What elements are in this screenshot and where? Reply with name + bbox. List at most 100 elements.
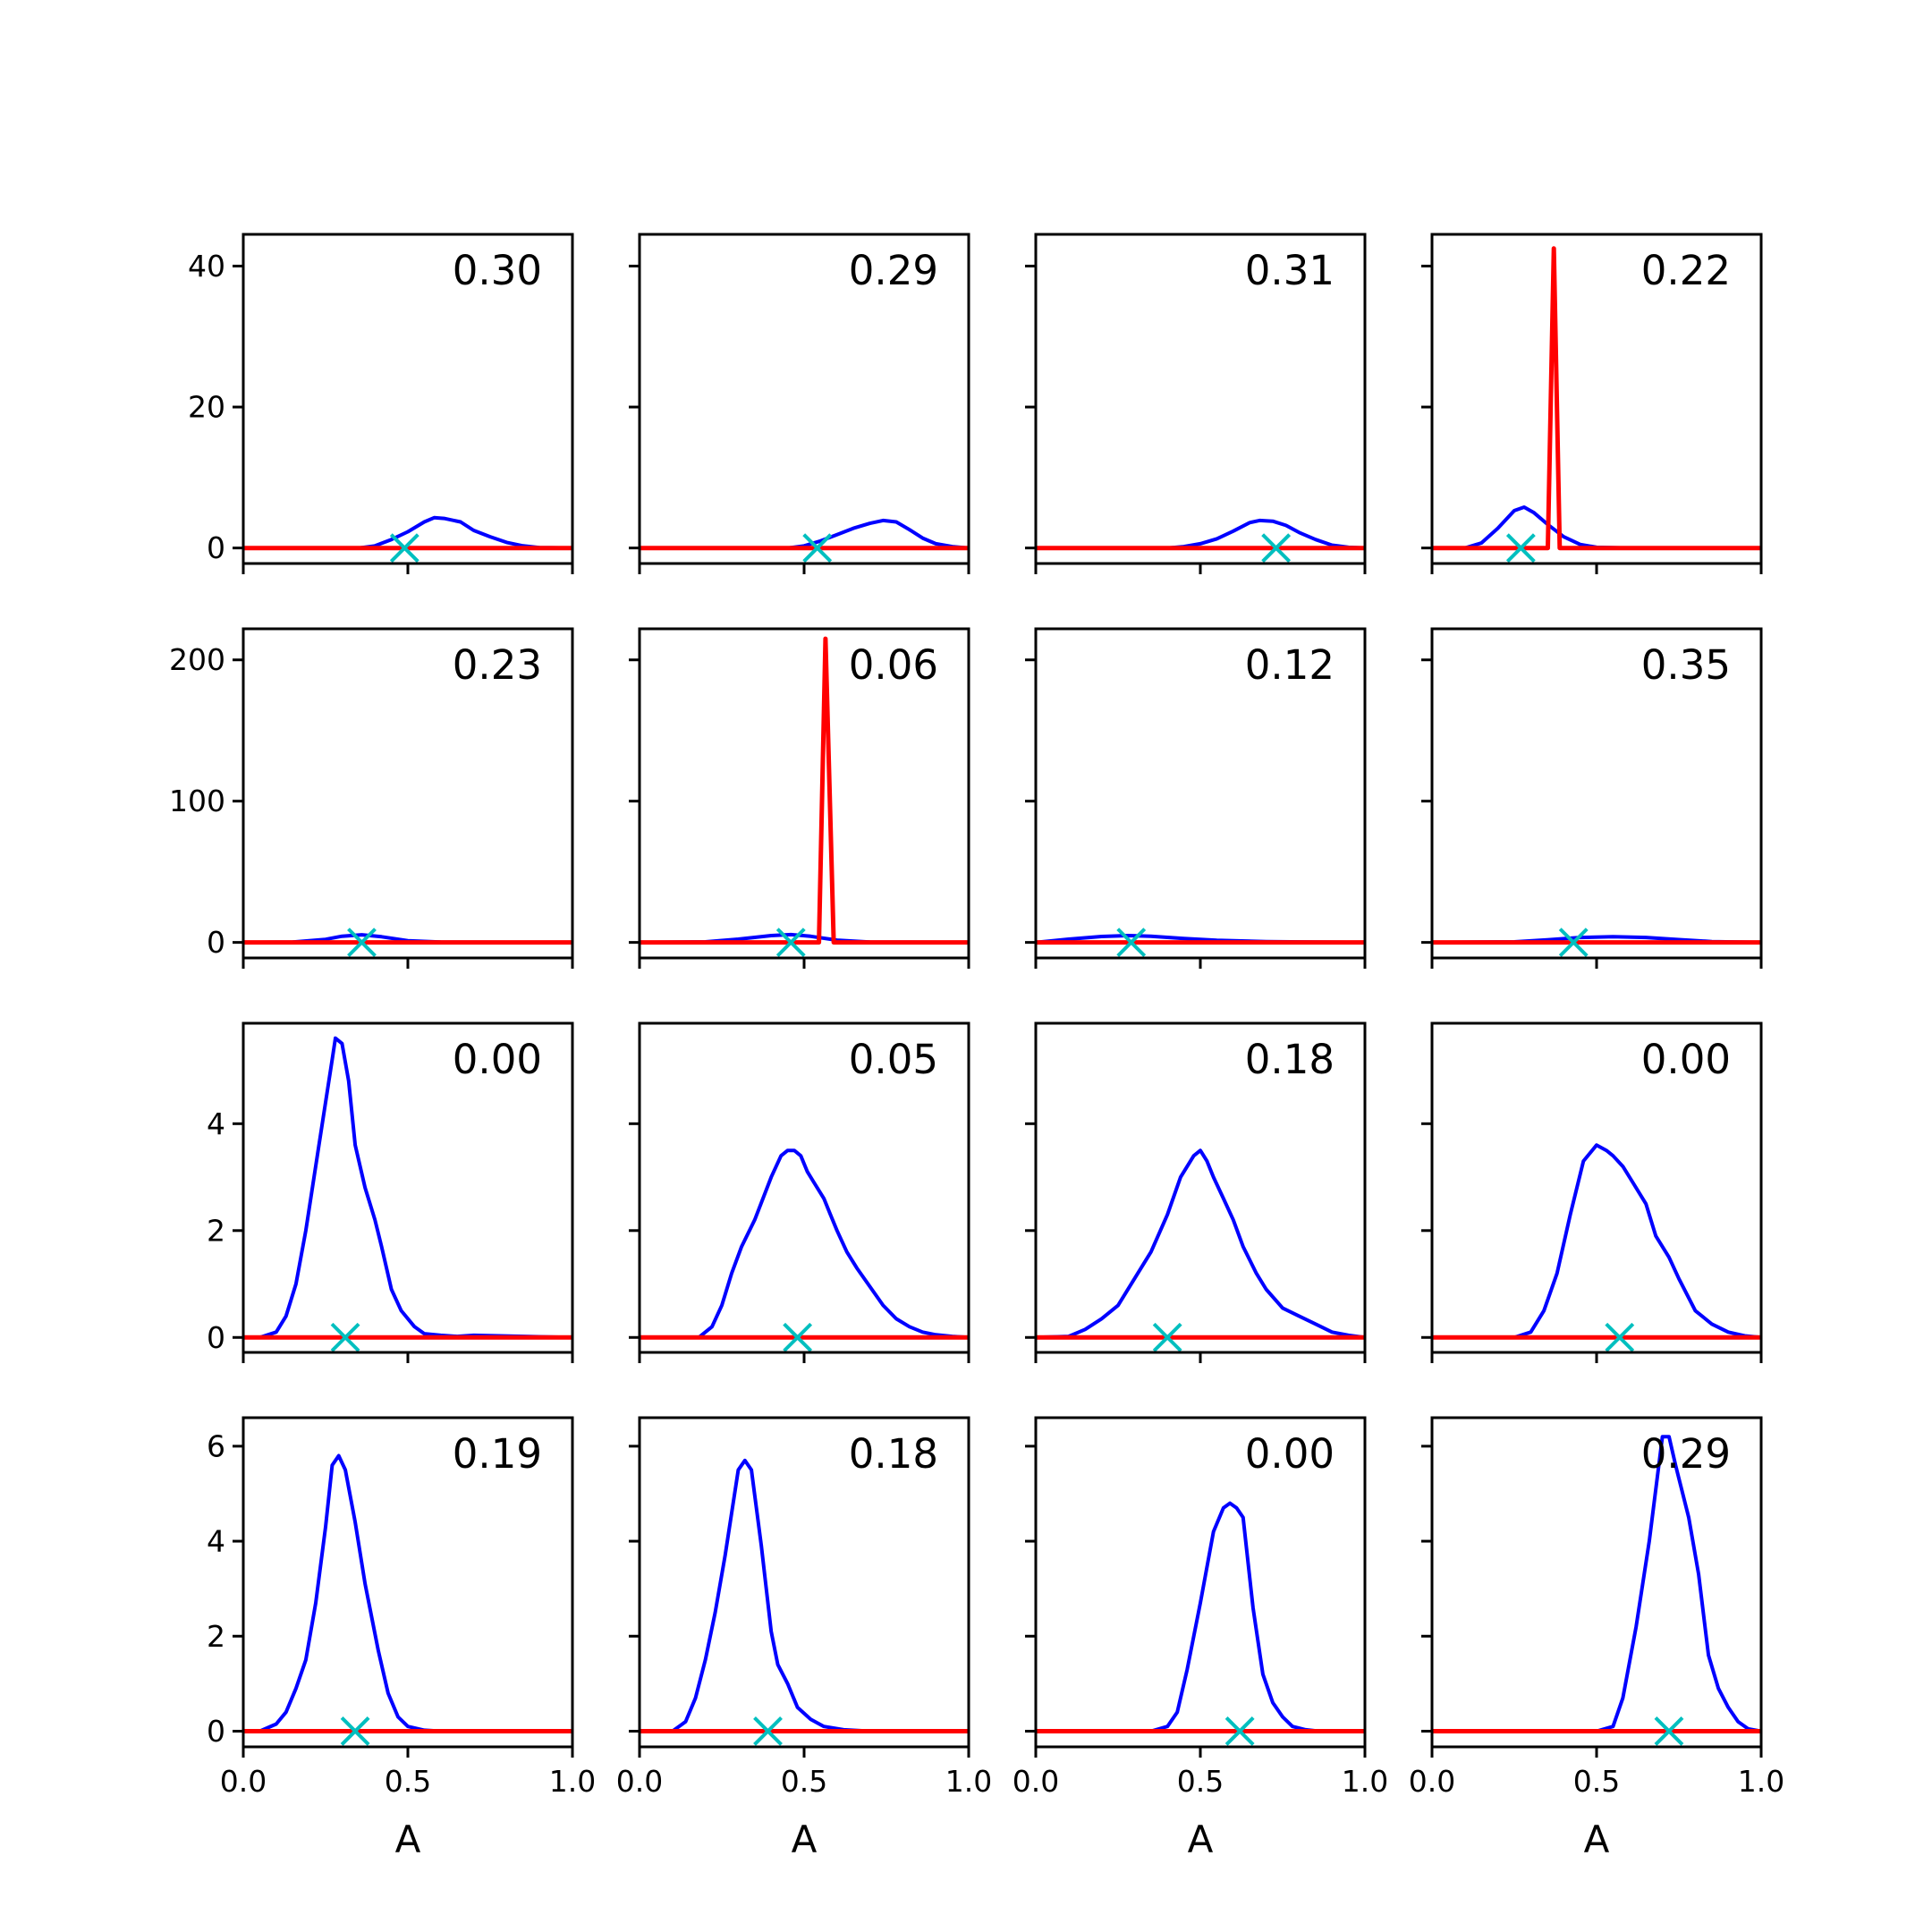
y-tick-label: 0 [207,530,225,565]
x-marker [1152,1322,1182,1352]
panel-value-label: 0.31 [1245,247,1335,294]
panel-value-label: 0.12 [1245,641,1335,689]
blue-density-line [640,518,969,550]
x-marker [783,1322,813,1352]
plot-area [640,518,969,551]
panel-value-label: 0.00 [453,1036,542,1083]
panel-value-label: 0.05 [849,1036,938,1083]
panel-value-label: 0.22 [1641,247,1731,294]
red-density-line [1432,246,1761,551]
x-tick-label: 0.5 [781,1764,827,1799]
x-tick-label: 1.0 [1342,1764,1388,1799]
x-marker [1116,928,1147,958]
subplot-r0c2: 0.31 [1025,233,1367,574]
x-tick-label: 0.5 [385,1764,431,1799]
panel-value-label: 0.23 [453,641,542,689]
subplot-r1c0: 0 100 200 0.23 [169,627,574,969]
blue-density-line [243,1036,572,1340]
panel-value-label: 0.29 [1641,1430,1731,1478]
panel-value-label: 0.19 [453,1430,542,1478]
x-marker [802,533,833,564]
blue-density-line [1432,1435,1761,1733]
x-tick-label: 0.0 [220,1764,267,1799]
x-marker [1654,1716,1684,1746]
red-density-line [640,636,969,945]
plot-area [1432,1143,1761,1340]
x-axis-label: A [395,1818,421,1861]
x-marker [340,1716,370,1746]
panel-value-label: 0.00 [1245,1430,1335,1478]
y-tick-label: 2 [207,1213,225,1248]
x-tick-label: 0.5 [1573,1764,1620,1799]
subplot-r1c2: 0.12 [1025,627,1367,969]
plot-area [1036,1148,1365,1340]
blue-density-line [243,515,572,550]
blue-density-line [640,1458,969,1733]
plot-area [243,933,572,945]
subplot-r3c0: 0 2 4 6 0.0 0.5 1.0 A 0.19 [207,1416,596,1861]
y-tick-label: 200 [169,642,225,677]
subplot-r3c1: 0.0 0.5 1.0 A 0.18 [616,1416,992,1861]
x-marker [753,1716,783,1746]
subplot-r2c2: 0.18 [1025,1021,1367,1363]
plot-area [243,1453,572,1733]
plot-area [243,515,572,551]
y-tick-label: 4 [207,1524,225,1559]
x-marker [347,928,377,958]
x-axis-label: A [792,1818,818,1861]
panel-value-label: 0.35 [1641,641,1731,689]
subplot-r2c1: 0.05 [629,1021,970,1363]
y-tick-label: 40 [188,249,225,284]
x-marker [1224,1716,1255,1746]
plot-area [243,1036,572,1340]
panel-value-label: 0.30 [453,247,542,294]
blue-density-line [243,1453,572,1733]
panel-value-label: 0.29 [849,247,938,294]
x-axis-label: A [1188,1818,1214,1861]
subplot-r3c3: 0.0 0.5 1.0 A 0.29 [1409,1416,1784,1861]
panel-value-label: 0.18 [1245,1036,1335,1083]
x-marker [330,1322,360,1352]
x-marker [1505,533,1536,564]
y-tick-label: 0 [207,1714,225,1749]
panel-value-label: 0.06 [849,641,938,689]
x-axis-label: A [1584,1818,1610,1861]
y-tick-label: 100 [169,784,225,818]
plot-area [1036,518,1365,551]
subplot-r0c0: 0 20 40 0.30 [188,233,574,574]
x-marker [1605,1322,1635,1352]
plot-area [640,1458,969,1733]
blue-density-line [1036,1148,1365,1340]
x-marker [775,928,806,958]
x-tick-label: 1.0 [945,1764,992,1799]
x-marker [1261,533,1292,564]
panel-value-label: 0.18 [849,1430,938,1478]
subplot-r0c1: 0.29 [629,233,970,574]
blue-density-line [1036,518,1365,550]
y-tick-label: 0 [207,925,225,960]
panel-value-label: 0.00 [1641,1036,1731,1083]
blue-density-line [640,1148,969,1340]
y-tick-label: 2 [207,1619,225,1654]
x-tick-label: 0.5 [1177,1764,1224,1799]
subplot-r2c0: 0 2 4 0.00 [207,1021,574,1363]
x-marker [389,533,419,564]
subplot-r1c1: 0.06 [629,627,970,969]
plot-area [640,1148,969,1340]
subplot-r0c3: 0.22 [1421,233,1763,574]
y-tick-label: 6 [207,1428,225,1463]
x-tick-label: 0.0 [1013,1764,1059,1799]
subplot-r1c3: 0.35 [1421,627,1763,969]
x-marker [1558,928,1589,958]
blue-density-line [1432,1143,1761,1340]
plot-area [1036,1501,1365,1733]
plot-area [1036,934,1365,945]
x-tick-label: 0.0 [1409,1764,1455,1799]
y-tick-label: 0 [207,1320,225,1355]
x-tick-label: 0.0 [616,1764,663,1799]
plot-area [1432,246,1761,551]
y-tick-label: 4 [207,1106,225,1141]
